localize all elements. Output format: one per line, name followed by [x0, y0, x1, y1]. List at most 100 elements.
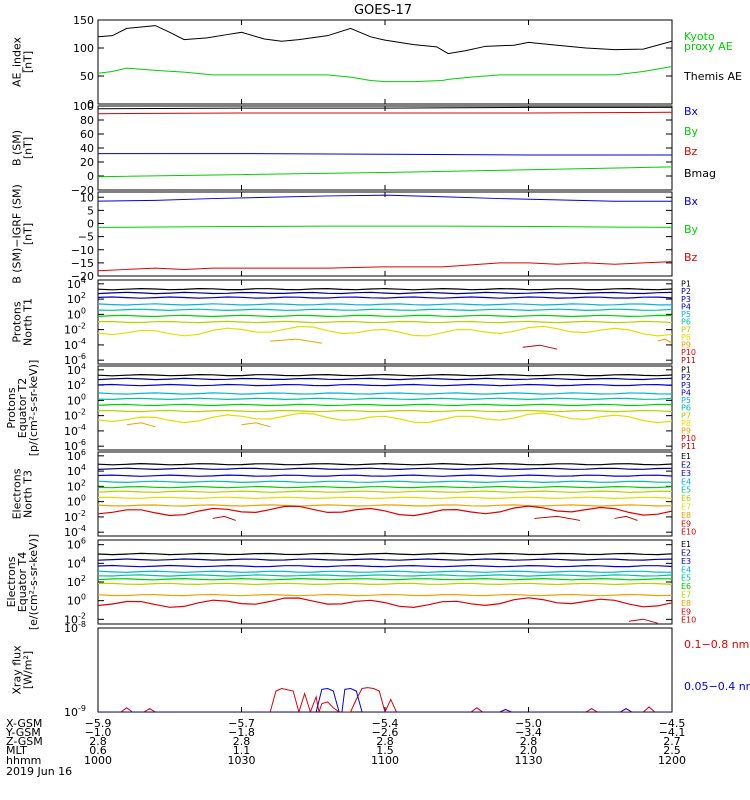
y-tick-label: −5 — [78, 231, 94, 244]
panel-frame — [97, 627, 673, 713]
y-tick-label: 0 — [87, 170, 94, 183]
y-tick-label: 104 — [67, 362, 86, 377]
y-tick-label: 100 — [67, 392, 86, 407]
x-row-label: Y-GSM — [5, 726, 41, 739]
y-tick-label: −10 — [71, 244, 94, 257]
y-tick-label: 10-2 — [64, 322, 86, 337]
x-tick-label: 2.8 — [89, 735, 107, 748]
legend-entry: P5 — [681, 396, 691, 405]
y-tick-label: 10 — [80, 191, 94, 204]
y-axis-label-line: B (SM) — [11, 130, 24, 166]
x-tick-label: 2.0 — [520, 744, 538, 757]
tick-exponent: 4 — [81, 555, 86, 564]
x-tick-label: −4.1 — [659, 726, 686, 739]
y-tick-label: 40 — [80, 142, 94, 155]
y-tick-label: 104 — [67, 463, 86, 478]
tick-base: 10 — [67, 278, 81, 291]
series-line-p7 — [98, 320, 672, 324]
legend-entry: E10 — [681, 528, 696, 537]
legend-entry: E2 — [681, 461, 691, 470]
series-line-p8 — [98, 412, 672, 424]
y-tick-label: 10-6 — [64, 352, 86, 367]
legend-entry: E5 — [681, 486, 691, 495]
tick-base: 10 — [64, 324, 78, 337]
x-tick-label: 2.8 — [233, 735, 251, 748]
series-line-p6 — [98, 403, 672, 407]
series-line-bx — [98, 194, 672, 202]
y-tick-label: 102 — [67, 291, 86, 306]
tick-base: 10 — [67, 595, 81, 608]
series-line-e4 — [98, 570, 672, 573]
tick-base: 10 — [64, 354, 78, 367]
y-tick-label: 150 — [73, 14, 94, 27]
series-line-p3 — [98, 383, 672, 387]
x-row-label: X-GSM — [6, 717, 42, 730]
tick-exponent: 0 — [81, 306, 86, 315]
series-line-e4 — [98, 480, 672, 484]
x-tick-label: 0.6 — [89, 744, 107, 757]
legend-entry: P10 — [681, 434, 696, 443]
series-group — [98, 106, 672, 178]
series-line-e5 — [98, 574, 672, 577]
series-line-e7 — [98, 582, 672, 586]
tick-exponent: 2 — [81, 291, 86, 300]
tick-base: 10 — [67, 465, 81, 478]
legend-entry: Bx — [684, 195, 699, 208]
tick-base: 10 — [67, 308, 81, 321]
series-line-e6 — [98, 490, 672, 493]
tick-base: 10 — [67, 364, 81, 377]
y-axis-label: B (SM)[nT] — [11, 130, 35, 166]
tick-exponent: 6 — [81, 537, 86, 546]
tick-exponent: -8 — [78, 620, 86, 629]
date-label: 2019 Jun 16 — [6, 765, 72, 778]
series-line-bz — [98, 261, 672, 272]
x-tick-label: 1130 — [515, 754, 543, 767]
tick-exponent: -6 — [78, 438, 86, 447]
series-line-bmag — [98, 106, 672, 110]
legend: Bx By Bz — [684, 195, 699, 264]
series-segment-p9 — [657, 338, 672, 344]
series-line-p8 — [98, 325, 672, 337]
panel-frame — [97, 539, 673, 625]
tick-base: 10 — [64, 613, 78, 626]
y-tick-label: 0 — [87, 218, 94, 231]
tick-exponent: 0 — [81, 392, 86, 401]
y-axis-label-line: [nT] — [22, 223, 35, 245]
tick-base: 10 — [64, 410, 78, 423]
y-tick-label: 10-2 — [64, 408, 86, 423]
series-line-0-05-0-4-nm — [98, 687, 672, 712]
tick-exponent: -4 — [78, 423, 86, 432]
legend-entry: P6 — [681, 318, 691, 327]
y-tick-label: 100 — [67, 593, 86, 608]
y-tick-label: 10-2 — [64, 509, 86, 524]
tick-base: 10 — [67, 450, 81, 463]
legend-entry: proxy AE — [684, 40, 733, 53]
x-row-label: MLT — [6, 744, 27, 757]
y-axis-label-line: [nT] — [22, 51, 35, 73]
legend-entry: E4 — [681, 477, 691, 486]
legend-entry: Bz — [684, 145, 698, 158]
y-tick-label: 100 — [67, 306, 86, 321]
y-tick-label: 10-4 — [64, 524, 86, 539]
y-axis-label: ProtonsNorth T1 — [11, 298, 35, 346]
series-segment-p9 — [241, 422, 271, 428]
series-line-e5 — [98, 485, 672, 489]
series-segment-p9 — [270, 338, 322, 344]
tick-base: 10 — [64, 526, 78, 539]
series-line-e3 — [98, 564, 672, 568]
y-axis-label-line: Xray flux — [11, 645, 24, 695]
series-line-p2 — [98, 291, 672, 295]
legend-entry: E4 — [681, 565, 691, 574]
y-axis-label-line: Equator T2 — [16, 378, 29, 438]
tick-base: 10 — [67, 576, 81, 589]
series-group — [98, 687, 672, 712]
series-line-by — [98, 166, 672, 178]
y-axis-label-line: Equator T4 — [16, 552, 29, 612]
legend-entry: P3 — [681, 381, 691, 390]
y-tick-label: 102 — [67, 574, 86, 589]
series-line-p5 — [98, 397, 672, 401]
